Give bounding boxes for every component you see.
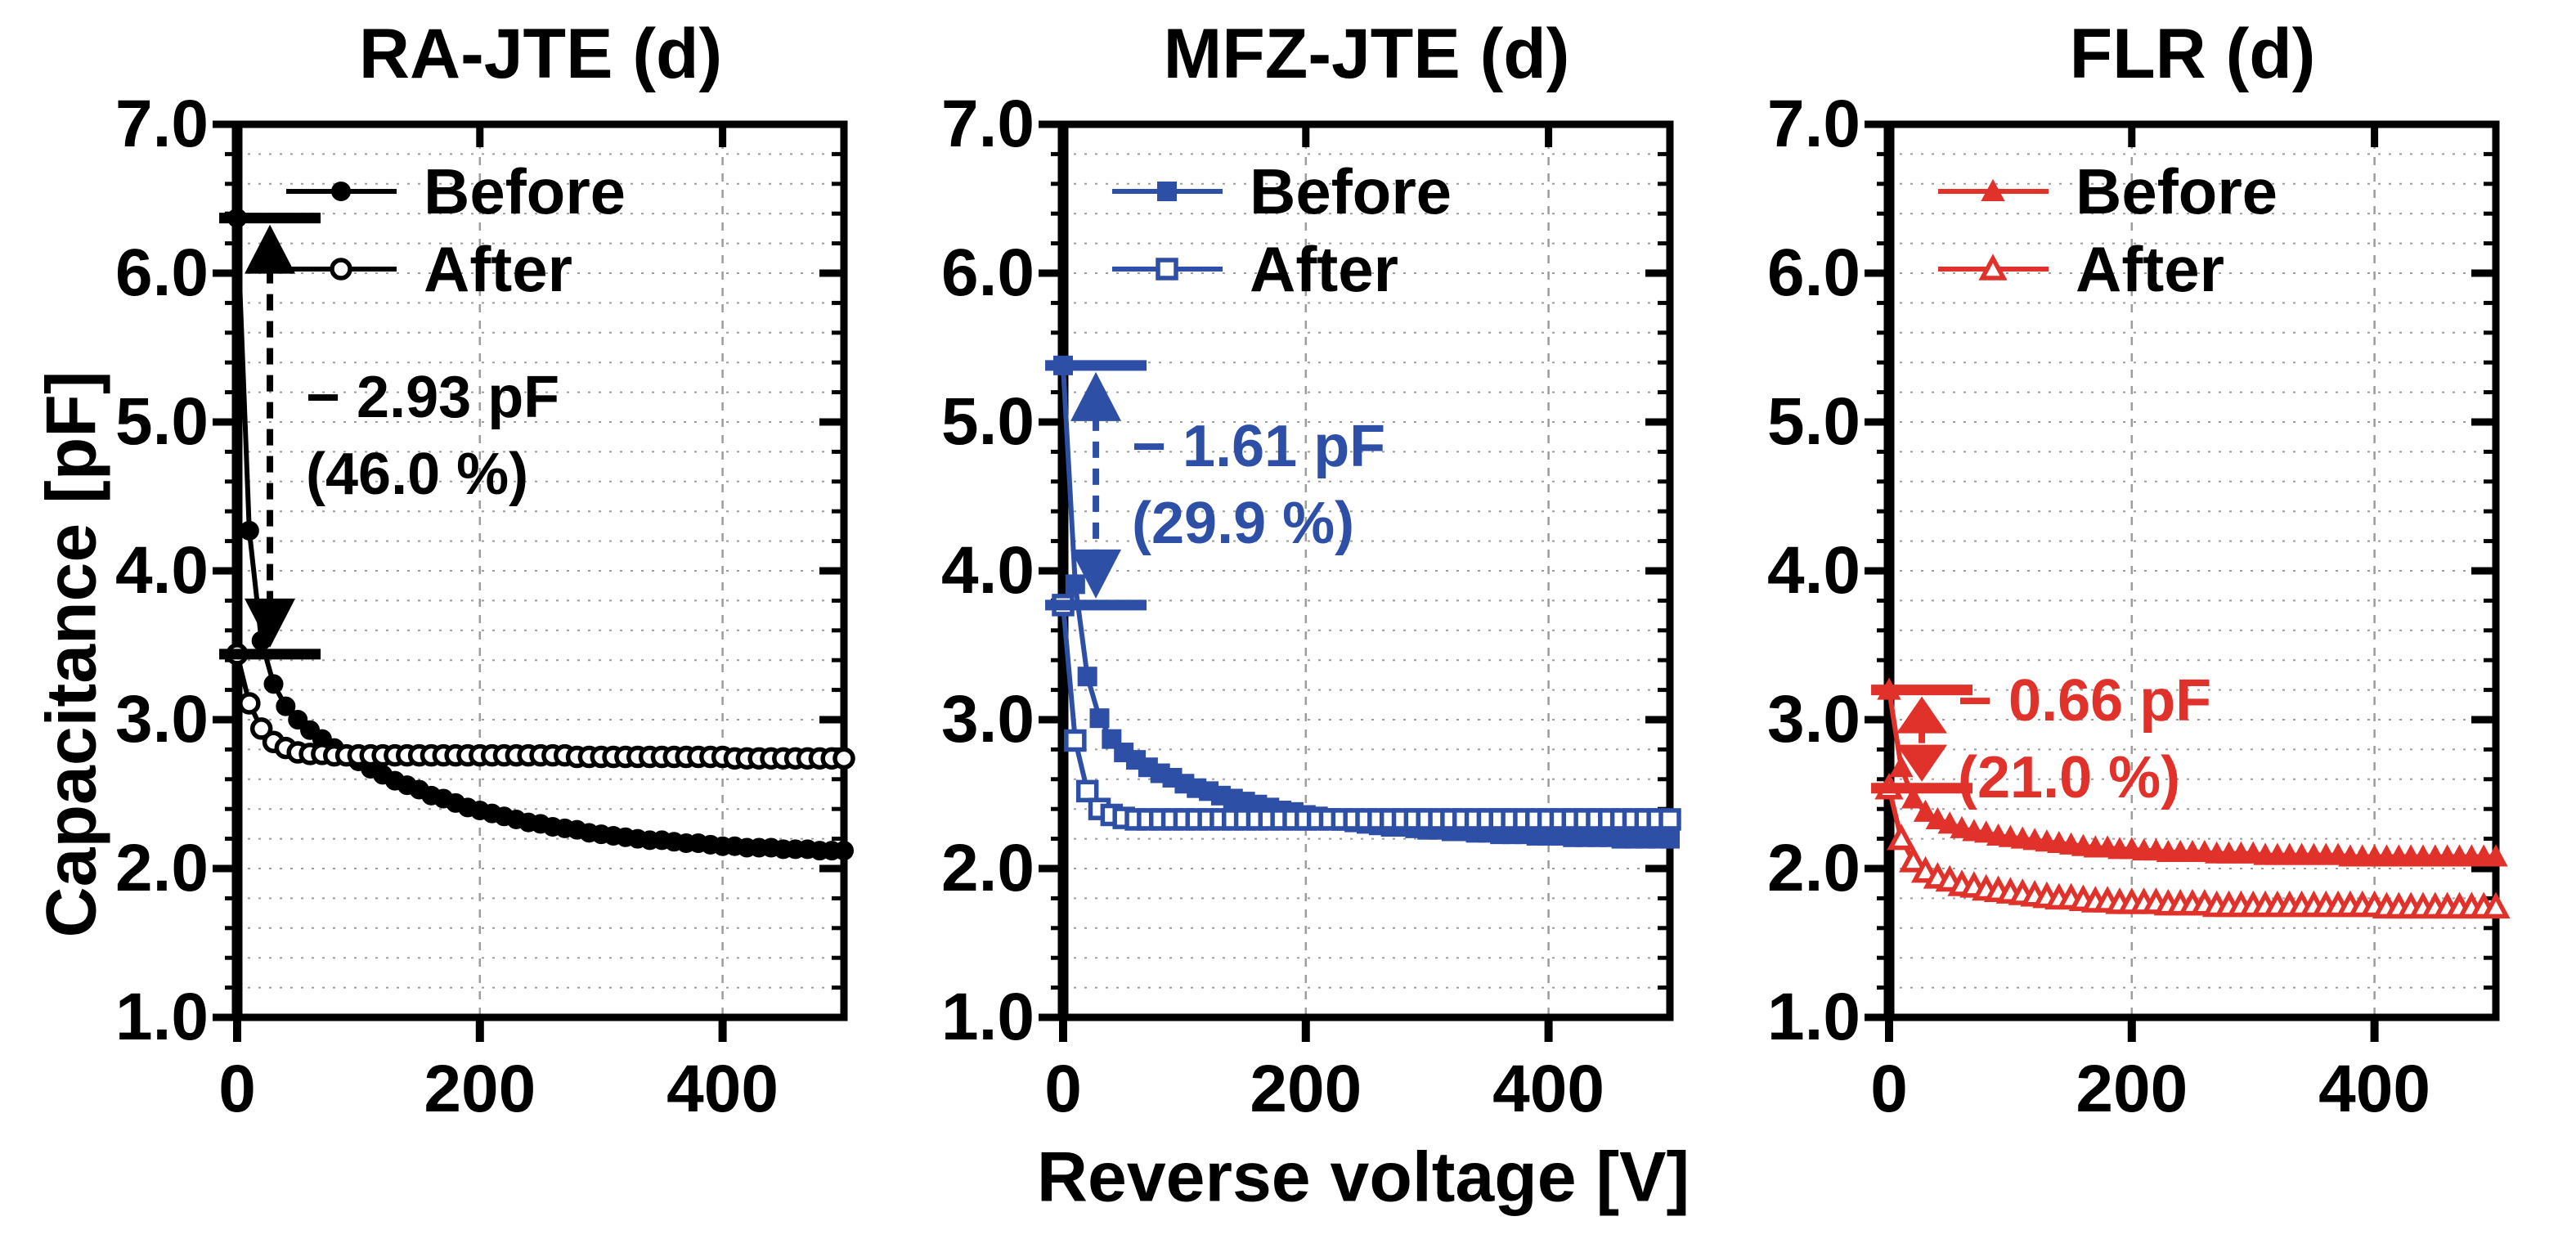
y-tick-label: 3.0: [1767, 682, 1860, 756]
marker-after: [1658, 808, 1681, 831]
y-tick-label: 2.0: [1767, 831, 1860, 905]
panel-ra-jte: RA-JTE (d) Before After − 2.93 pF (46.0 …: [115, 15, 855, 1123]
y-tick-label: 5.0: [1767, 384, 1860, 459]
marker-after: [832, 747, 855, 770]
annotation-delta-value: − 1.61 pF: [1132, 414, 1386, 480]
y-tick-label: 1.0: [115, 980, 209, 1054]
marker-after: [1899, 846, 1928, 873]
y-tick-label: 6.0: [941, 236, 1034, 310]
legend-label-before: Before: [424, 155, 626, 227]
marker-before: [1089, 708, 1110, 729]
x-tick-label: 0: [1044, 1052, 1082, 1126]
annotation-delta: − 1.61 pF (29.9 %): [1132, 408, 1385, 562]
y-tick-label: 4.0: [941, 533, 1034, 608]
marker-before: [1077, 667, 1097, 687]
x-axis-label: Reverse voltage [V]: [1036, 1138, 1690, 1217]
panel-mfz-jte: MFZ-JTE (d) Before After − 1.61 pF (29.9…: [941, 15, 1681, 1123]
annotation-arrowhead-down: [245, 598, 296, 648]
legend-label-before: Before: [1250, 155, 1452, 227]
marker-before: [834, 841, 854, 861]
marker-after: [1887, 823, 1916, 851]
annotation-delta-percent: (46.0 %): [306, 442, 529, 508]
y-tick-label: 5.0: [941, 384, 1034, 459]
marker-after: [2481, 891, 2511, 919]
y-tick-label: 3.0: [941, 682, 1034, 756]
panel-flr: FLR (d) Before After − 0.66 pF (21.0 %) …: [1767, 15, 2511, 1123]
marker-before: [1660, 828, 1680, 849]
y-tick-label: 3.0: [115, 682, 209, 756]
legend-glyph-before: [331, 182, 351, 201]
legend-glyph-before: [1157, 182, 1177, 201]
legend-glyph-after: [1978, 254, 2008, 281]
x-tick-label: 400: [1492, 1052, 1605, 1126]
annotation-arrowhead-up: [1070, 371, 1122, 421]
marker-before: [1065, 574, 1085, 595]
marker-before: [276, 696, 296, 716]
marker-after: [1075, 779, 1099, 803]
y-tick-label: 5.0: [115, 384, 209, 459]
x-tick-label: 200: [2076, 1052, 2188, 1126]
panel-title: MFZ-JTE (d): [1163, 15, 1570, 93]
y-tick-label: 2.0: [941, 831, 1034, 905]
marker-after: [238, 692, 261, 715]
y-tick-label: 2.0: [115, 831, 209, 905]
y-tick-label: 1.0: [1767, 980, 1860, 1054]
marker-before: [1889, 755, 1914, 778]
annotation-delta: − 2.93 pF (46.0 %): [306, 359, 559, 513]
plot-area-ra-jte: [213, 120, 855, 1042]
marker-before: [1913, 799, 1938, 822]
legend-label-after: After: [424, 233, 573, 305]
x-tick-label: 200: [1250, 1052, 1362, 1126]
annotation-delta-percent: (29.9 %): [1132, 491, 1355, 557]
y-tick-label: 6.0: [115, 236, 209, 310]
y-tick-label: 6.0: [1767, 236, 1860, 310]
legend-label-after: After: [1250, 233, 1399, 305]
legend-glyph-after: [1156, 258, 1178, 281]
legend-glyph-after: [330, 258, 352, 281]
plot-area-mfz-jte: [1039, 120, 1681, 1042]
annotation-arrowhead-up: [245, 224, 296, 274]
annotation-arrowhead-up: [1896, 696, 1948, 734]
annotation-delta-percent: (21.0 %): [1958, 744, 2181, 810]
marker-before: [1901, 786, 1926, 809]
series-line-after: [1061, 604, 1670, 822]
legend-label-before: Before: [2076, 155, 2278, 227]
marker-before: [239, 520, 259, 541]
legend-label-after: After: [2076, 233, 2225, 305]
y-tick-label: 7.0: [941, 87, 1034, 161]
y-tick-label: 4.0: [1767, 533, 1860, 608]
panel-title: FLR (d): [2069, 15, 2316, 93]
marker-after: [249, 717, 273, 740]
annotation-delta-value: − 2.93 pF: [306, 365, 560, 431]
marker-after: [1064, 729, 1087, 752]
annotation-arrowhead-down: [1896, 744, 1948, 782]
x-tick-label: 200: [424, 1052, 536, 1126]
marker-before: [2484, 844, 2508, 867]
x-tick-label: 0: [1870, 1052, 1908, 1126]
annotation-arrowhead-down: [1070, 549, 1122, 599]
panel-title: RA-JTE (d): [358, 15, 723, 93]
y-tick-label: 1.0: [941, 980, 1034, 1054]
x-tick-label: 0: [218, 1052, 256, 1126]
legend-glyph-before: [1981, 178, 2005, 201]
marker-before: [1925, 806, 1950, 829]
x-tick-label: 400: [2318, 1052, 2431, 1126]
y-tick-label: 7.0: [115, 87, 209, 161]
marker-before: [263, 674, 284, 694]
y-tick-label: 4.0: [115, 533, 209, 608]
annotation-delta: − 0.66 pF (21.0 %): [1958, 662, 2211, 816]
marker-before: [1937, 811, 1962, 834]
x-tick-label: 400: [666, 1052, 779, 1126]
y-tick-label: 7.0: [1767, 87, 1860, 161]
plot-area-flr: [1865, 120, 2511, 1042]
annotation-delta-value: − 0.66 pF: [1958, 667, 2212, 734]
